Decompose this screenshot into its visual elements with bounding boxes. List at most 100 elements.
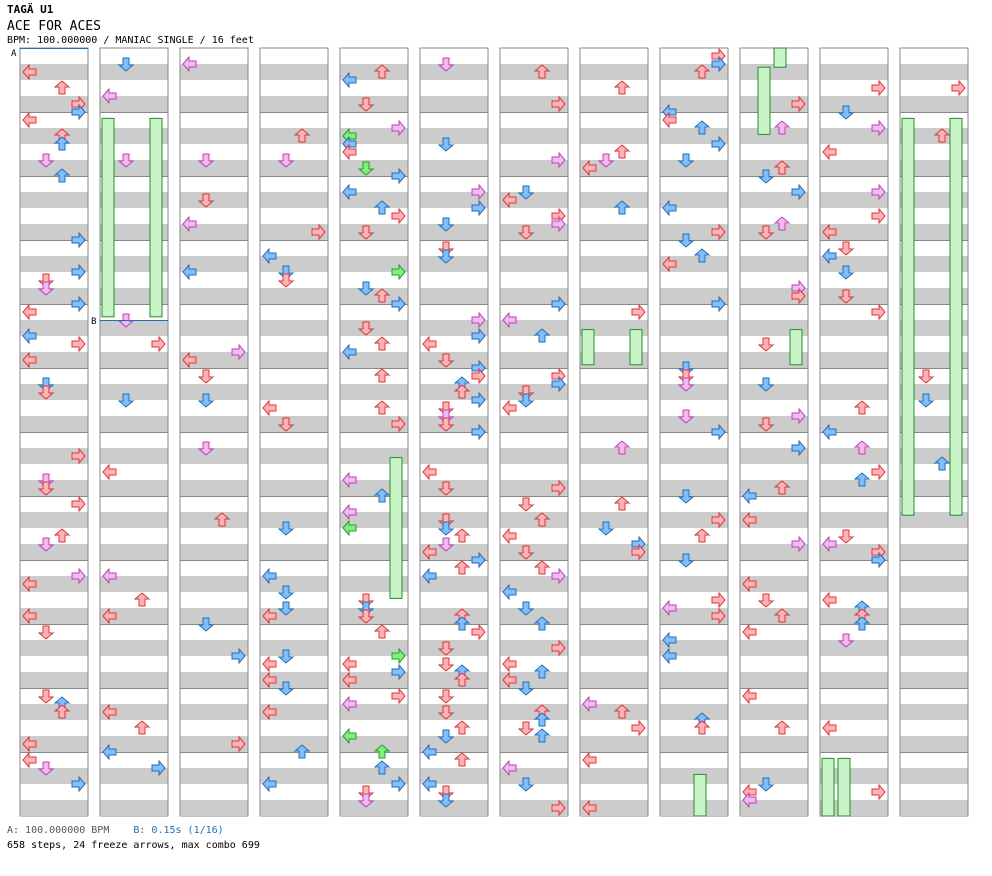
beat-stripe <box>260 480 328 496</box>
beat-stripe <box>580 576 648 592</box>
arrow-down <box>517 545 535 560</box>
arrow-left <box>742 487 757 505</box>
arrow-up <box>773 480 791 495</box>
freeze-arrow <box>389 457 403 599</box>
beat-stripe <box>500 256 568 272</box>
bpm-legend: A: 100.000000 BPM <box>7 825 110 836</box>
arrow-down <box>197 153 215 168</box>
beat-stripe <box>660 352 728 368</box>
beat-stripe <box>420 384 488 400</box>
arrow-left <box>502 527 517 545</box>
beat-stripe <box>260 416 328 432</box>
beat-stripe <box>180 576 248 592</box>
beat-stripe <box>20 576 88 592</box>
freeze-arrow <box>789 329 803 366</box>
beat-stripe <box>580 224 648 240</box>
beat-stripe <box>500 512 568 528</box>
arrow-left <box>582 799 597 817</box>
arrow-right <box>151 759 166 777</box>
arrow-right <box>71 567 86 585</box>
arrow-left <box>662 199 677 217</box>
arrow-down <box>277 521 295 536</box>
beat-stripe <box>20 608 88 624</box>
freeze-arrow <box>837 757 851 817</box>
beat-stripe <box>900 640 968 656</box>
arrow-up <box>533 664 551 679</box>
beat-stripe <box>260 608 328 624</box>
arrow-right <box>871 79 886 97</box>
beat-stripe <box>420 416 488 432</box>
beat-stripe <box>20 672 88 688</box>
arrow-down <box>357 225 375 240</box>
arrow-left <box>742 687 757 705</box>
arrow-left <box>22 735 37 753</box>
beat-stripe <box>580 512 648 528</box>
beat-stripe <box>260 736 328 752</box>
arrow-right <box>871 463 886 481</box>
arrow-up <box>373 200 391 215</box>
arrow-down <box>757 337 775 352</box>
beat-stripe <box>180 224 248 240</box>
arrow-right <box>231 735 246 753</box>
arrow-up <box>693 248 711 263</box>
arrow-down <box>917 369 935 384</box>
arrow-left <box>422 335 437 353</box>
arrow-up <box>373 288 391 303</box>
beat-stripe <box>820 480 888 496</box>
beat-stripe <box>260 160 328 176</box>
arrow-left <box>422 463 437 481</box>
arrow-left <box>422 543 437 561</box>
arrow-left <box>502 583 517 601</box>
arrow-down <box>517 721 535 736</box>
beat-stripe <box>180 320 248 336</box>
beat-stripe <box>260 288 328 304</box>
arrow-left <box>502 671 517 689</box>
beat-stripe <box>340 416 408 432</box>
beat-stripe <box>180 288 248 304</box>
arrow-down <box>197 441 215 456</box>
arrow-left <box>102 463 117 481</box>
arrow-right <box>471 391 486 409</box>
arrow-up <box>613 144 631 159</box>
arrow-down <box>357 609 375 624</box>
beat-stripe <box>180 160 248 176</box>
beat-stripe <box>660 64 728 80</box>
arrow-up <box>773 160 791 175</box>
arrow-right <box>71 447 86 465</box>
beat-stripe <box>580 64 648 80</box>
arrow-down <box>437 353 455 368</box>
arrow-right <box>871 183 886 201</box>
arrow-right <box>391 415 406 433</box>
arrow-left <box>182 351 197 369</box>
beat-stripe <box>580 384 648 400</box>
arrow-right <box>471 551 486 569</box>
arrow-down <box>437 521 455 536</box>
arrow-down <box>917 393 935 408</box>
arrow-down <box>37 625 55 640</box>
beat-stripe <box>420 736 488 752</box>
beat-stripe <box>900 96 968 112</box>
beat-stripe <box>420 544 488 560</box>
arrow-right <box>871 551 886 569</box>
chart-meta: BPM: 100.000000 / MANIAC SINGLE / 16 fee… <box>7 35 254 46</box>
arrow-down <box>437 641 455 656</box>
arrow-up <box>853 440 871 455</box>
arrow-down <box>757 225 775 240</box>
arrow-down <box>37 761 55 776</box>
beat-stripe <box>820 96 888 112</box>
beat-stripe <box>20 704 88 720</box>
arrow-left <box>102 703 117 721</box>
arrow-up <box>933 128 951 143</box>
beat-stripe <box>740 64 808 80</box>
beat-stripe <box>500 64 568 80</box>
beat-stripe <box>260 704 328 720</box>
arrow-left <box>342 343 357 361</box>
beat-stripe <box>740 704 808 720</box>
beat-stripe <box>260 640 328 656</box>
arrow-left <box>342 71 357 89</box>
beat-stripe <box>900 576 968 592</box>
beat-stripe <box>180 768 248 784</box>
beat-stripe <box>340 224 408 240</box>
beat-stripe <box>660 480 728 496</box>
arrow-up <box>533 328 551 343</box>
